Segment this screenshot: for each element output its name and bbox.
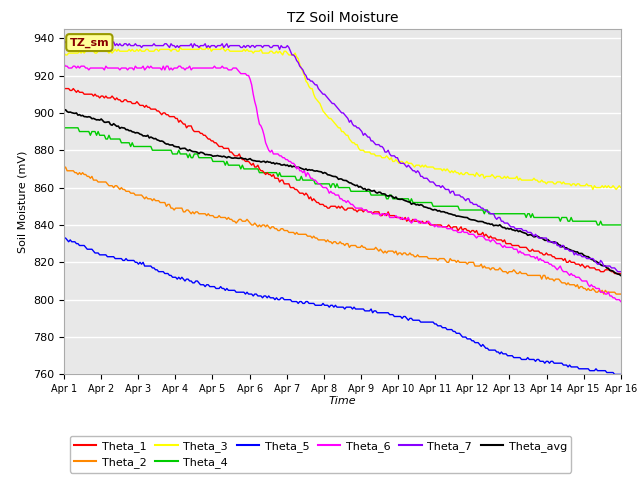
Theta_5 (226, 288, 234, 293)
Line: Theta_4: Theta_4 (64, 128, 621, 225)
Theta_3 (246, 48, 254, 54)
Theta_3 (305, 84, 313, 90)
Theta_3 (228, 48, 236, 54)
Theta_1 (226, 149, 234, 155)
Theta_2 (600, 291, 607, 297)
Theta_avg (617, 273, 625, 278)
Legend: Theta_1, Theta_2, Theta_3, Theta_4, Theta_5, Theta_6, Theta_7, Theta_avg: Theta_1, Theta_2, Theta_3, Theta_4, Thet… (70, 436, 572, 472)
Theta_3 (177, 45, 184, 50)
Theta_5 (129, 258, 136, 264)
Theta_7 (614, 269, 621, 275)
Theta_7 (255, 43, 263, 48)
Theta_7 (130, 43, 138, 48)
Theta_4 (226, 162, 234, 168)
Theta_2 (228, 216, 236, 222)
Theta_2 (305, 233, 313, 239)
Theta_2 (130, 190, 138, 196)
Theta_6 (254, 114, 262, 120)
Y-axis label: Soil Moisture (mV): Soil Moisture (mV) (17, 150, 28, 253)
Theta_6 (617, 299, 625, 304)
Theta_6 (60, 61, 68, 67)
Theta_6 (226, 67, 234, 73)
Theta_1 (611, 271, 618, 276)
Theta_7 (588, 256, 595, 262)
Theta_avg (246, 156, 254, 161)
Line: Theta_7: Theta_7 (64, 40, 621, 272)
Theta_1 (617, 271, 625, 276)
Theta_avg (588, 256, 595, 262)
Theta_avg (305, 167, 313, 172)
Line: Theta_6: Theta_6 (64, 64, 621, 301)
Theta_2 (255, 222, 263, 228)
Theta_4 (586, 218, 594, 224)
Line: Theta_5: Theta_5 (64, 238, 621, 374)
Theta_7 (60, 41, 68, 47)
Theta_2 (588, 288, 595, 293)
Theta_4 (60, 125, 68, 131)
Theta_7 (617, 269, 625, 275)
Theta_3 (588, 183, 595, 189)
Theta_avg (255, 158, 263, 164)
Theta_4 (244, 166, 252, 172)
Theta_1 (60, 86, 68, 92)
Theta_4 (617, 222, 625, 228)
Theta_5 (586, 368, 594, 373)
Theta_5 (303, 299, 311, 304)
Theta_6 (244, 72, 252, 78)
Theta_7 (305, 76, 313, 82)
Theta_6 (129, 65, 136, 71)
Theta_1 (254, 162, 262, 168)
Theta_7 (246, 45, 254, 50)
Theta_4 (254, 166, 262, 172)
Theta_4 (594, 222, 602, 228)
Title: TZ Soil Moisture: TZ Soil Moisture (287, 11, 398, 25)
Theta_4 (129, 140, 136, 145)
Theta_1 (586, 265, 594, 271)
Theta_avg (60, 108, 68, 114)
Theta_avg (130, 129, 138, 135)
Theta_1 (244, 158, 252, 164)
Line: Theta_2: Theta_2 (64, 167, 621, 294)
Theta_2 (617, 291, 625, 297)
Line: Theta_1: Theta_1 (64, 89, 621, 274)
Line: Theta_3: Theta_3 (64, 48, 621, 190)
Theta_3 (60, 50, 68, 56)
Theta_4 (303, 177, 311, 183)
Theta_avg (61, 107, 69, 113)
Theta_avg (228, 155, 236, 161)
Theta_3 (589, 187, 596, 192)
X-axis label: Time: Time (328, 396, 356, 406)
Theta_3 (617, 185, 625, 191)
Theta_3 (129, 47, 136, 52)
Theta_5 (244, 291, 252, 297)
Theta_5 (611, 372, 618, 377)
Theta_6 (586, 284, 594, 289)
Theta_2 (60, 166, 68, 172)
Text: TZ_sm: TZ_sm (70, 37, 109, 48)
Theta_5 (617, 372, 625, 377)
Line: Theta_avg: Theta_avg (64, 110, 621, 276)
Theta_3 (255, 48, 263, 54)
Theta_1 (303, 192, 311, 198)
Theta_2 (61, 164, 69, 170)
Theta_7 (228, 43, 236, 48)
Theta_7 (67, 37, 74, 43)
Theta_5 (60, 235, 68, 241)
Theta_6 (303, 170, 311, 176)
Theta_2 (246, 220, 254, 226)
Theta_5 (254, 293, 262, 299)
Theta_1 (129, 101, 136, 107)
